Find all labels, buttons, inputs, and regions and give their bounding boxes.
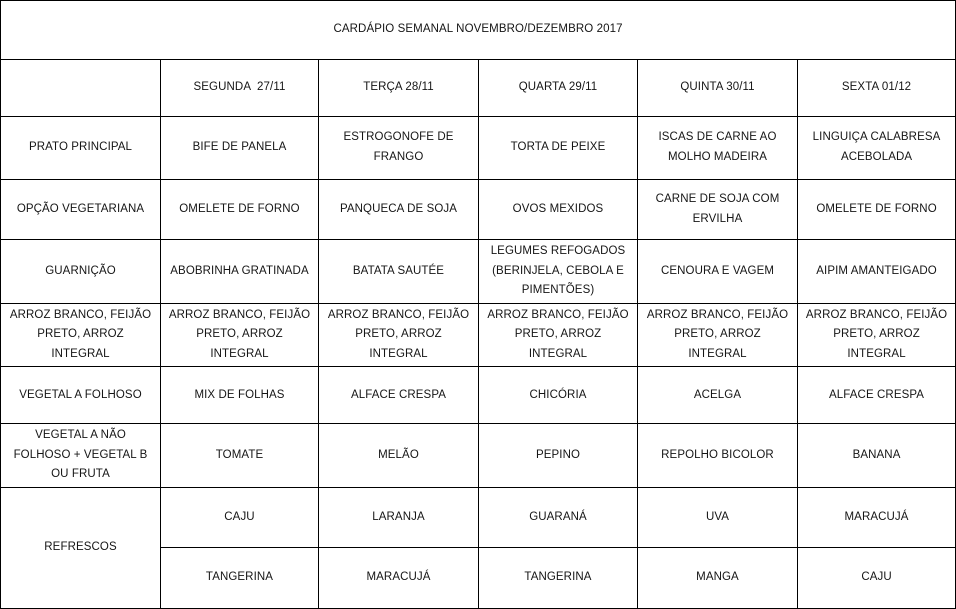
menu-cell: ESTROGONOFE DE FRANGO <box>318 116 479 180</box>
menu-cell: PANQUECA DE SOJA <box>318 179 479 240</box>
menu-cell: BATATA SAUTÉE <box>318 239 479 304</box>
menu-cell: CARNE DE SOJA COM ERVILHA <box>637 179 798 240</box>
header-row: SEGUNDA 27/11 TERÇA 28/11 QUARTA 29/11 Q… <box>0 59 956 117</box>
day-header-tuesday: TERÇA 28/11 <box>318 59 479 117</box>
menu-cell: CHICÓRIA <box>478 366 638 425</box>
row-label: ARROZ BRANCO, FEIJÃO PRETO, ARROZ INTEGR… <box>0 302 161 368</box>
row-label: GUARNIÇÃO <box>0 239 161 304</box>
menu-cell: OMELETE DE FORNO <box>160 179 319 240</box>
menu-cell: ACELGA <box>637 366 798 425</box>
table-row-prato-principal: PRATO PRINCIPAL BIFE DE PANELA ESTROGONO… <box>0 116 956 180</box>
menu-cell: OVOS MEXIDOS <box>478 179 638 240</box>
menu-cell: MARACUJÁ <box>796 486 956 548</box>
day-header-friday: SEXTA 01/12 <box>796 59 956 117</box>
menu-cell: OMELETE DE FORNO <box>796 179 956 240</box>
menu-cell: LEGUMES REFOGADOS (BERINJELA, CEBOLA E P… <box>478 239 638 304</box>
table-row-arroz-feijao: ARROZ BRANCO, FEIJÃO PRETO, ARROZ INTEGR… <box>0 302 956 368</box>
menu-cell: LARANJA <box>318 486 479 548</box>
menu-cell: MELÃO <box>318 423 479 488</box>
menu-cell: REPOLHO BICOLOR <box>637 423 798 488</box>
menu-cell: MIX DE FOLHAS <box>160 366 319 425</box>
menu-cell: MARACUJÁ <box>318 546 479 609</box>
table-row-vegetal-nao-folhoso: VEGETAL A NÃO FOLHOSO + VEGETAL B OU FRU… <box>0 423 956 488</box>
row-label: VEGETAL A NÃO FOLHOSO + VEGETAL B OU FRU… <box>0 423 161 488</box>
menu-cell: TOMATE <box>160 423 319 488</box>
menu-cell: ALFACE CRESPA <box>796 366 956 425</box>
table-row-guarnicao: GUARNIÇÃO ABOBRINHA GRATINADA BATATA SAU… <box>0 239 956 304</box>
menu-cell: BIFE DE PANELA <box>160 116 319 180</box>
menu-cell: PEPINO <box>478 423 638 488</box>
title-row: CARDÁPIO SEMANAL NOVEMBRO/DEZEMBRO 2017 <box>0 0 956 60</box>
row-label: PRATO PRINCIPAL <box>0 116 161 180</box>
menu-cell: UVA <box>637 486 798 548</box>
menu-cell: ABOBRINHA GRATINADA <box>160 239 319 304</box>
row-label: OPÇÃO VEGETARIANA <box>0 179 161 240</box>
menu-cell: CENOURA E VAGEM <box>637 239 798 304</box>
menu-cell: TANGERINA <box>478 546 638 609</box>
table-row-refrescos-1: REFRESCOS CAJU LARANJA GUARANÁ UVA MARAC… <box>0 486 956 609</box>
menu-cell: ARROZ BRANCO, FEIJÃO PRETO, ARROZ INTEGR… <box>637 302 798 368</box>
menu-cell: ALFACE CRESPA <box>318 366 479 425</box>
page-title: CARDÁPIO SEMANAL NOVEMBRO/DEZEMBRO 2017 <box>0 0 956 60</box>
menu-cell: ARROZ BRANCO, FEIJÃO PRETO, ARROZ INTEGR… <box>478 302 638 368</box>
menu-cell: LINGUIÇA CALABRESA ACEBOLADA <box>796 116 956 180</box>
menu-cell: ISCAS DE CARNE AO MOLHO MADEIRA <box>637 116 798 180</box>
menu-cell: ARROZ BRANCO, FEIJÃO PRETO, ARROZ INTEGR… <box>796 302 956 368</box>
menu-cell: GUARANÁ <box>478 486 638 548</box>
menu-cell: CAJU <box>160 486 319 548</box>
day-header-thursday: QUINTA 30/11 <box>637 59 798 117</box>
table-row-vegetal-folhoso: VEGETAL A FOLHOSO MIX DE FOLHAS ALFACE C… <box>0 366 956 425</box>
row-label: VEGETAL A FOLHOSO <box>0 366 161 425</box>
menu-cell: TANGERINA <box>160 546 319 609</box>
menu-cell: MANGA <box>637 546 798 609</box>
table-row-opcao-vegetariana: OPÇÃO VEGETARIANA OMELETE DE FORNO PANQU… <box>0 179 956 240</box>
menu-cell: ARROZ BRANCO, FEIJÃO PRETO, ARROZ INTEGR… <box>318 302 479 368</box>
row-label-refrescos: REFRESCOS <box>0 486 161 609</box>
menu-cell: BANANA <box>796 423 956 488</box>
menu-cell: TORTA DE PEIXE <box>478 116 638 180</box>
menu-cell: AIPIM AMANTEIGADO <box>796 239 956 304</box>
corner-cell <box>0 59 161 117</box>
day-header-wednesday: QUARTA 29/11 <box>478 59 638 117</box>
day-header-monday: SEGUNDA 27/11 <box>160 59 319 117</box>
table-row-refrescos-2: TANGERINA MARACUJÁ TANGERINA MANGA CAJU <box>1 546 956 609</box>
menu-cell: CAJU <box>796 546 956 609</box>
menu-cell: ARROZ BRANCO, FEIJÃO PRETO, ARROZ INTEGR… <box>160 302 319 368</box>
